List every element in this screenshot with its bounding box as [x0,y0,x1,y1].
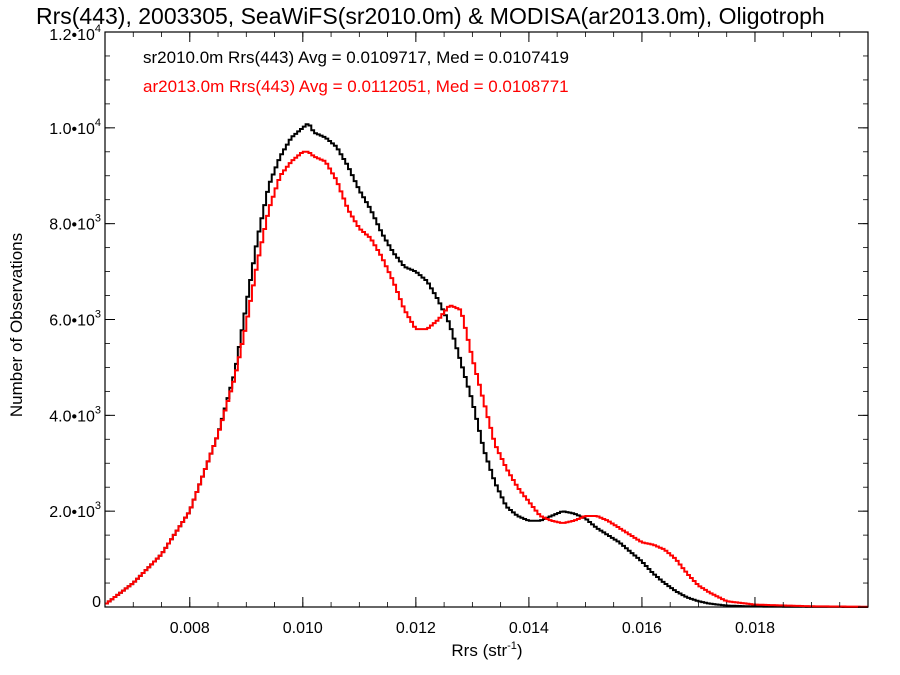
x-tick-label: 0.018 [735,620,775,637]
x-tick-label: 0.014 [509,620,549,637]
y-axis-label: Number of Observations [7,233,26,417]
x-tick-label: 0.008 [170,620,210,637]
x-axis: 0.008 0.010 0.012 0.014 0.016 0.018 [104,32,869,637]
x-tick-label: 0.010 [283,620,323,637]
series-ar2013-0m-line [105,150,868,608]
y-tick-label: 0 [92,594,101,611]
y-axis: 0 2.0•103 4.0•103 6.0•103 8.0•103 1.0•104 1.2•… [49,23,868,611]
x-tick-label: 0.012 [396,620,436,637]
x-tick-label: 0.016 [622,620,662,637]
y-tick-label: 1.0•104 [49,117,101,138]
x-axis-label: Rrs (str-1) [451,640,522,660]
y-tick-label: 8.0•103 [49,213,101,234]
y-tick-label: 2.0•103 [49,500,101,521]
y-tick-label: 1.2•104 [49,23,101,44]
plot-area [104,31,869,608]
legend-entry-ar2013: ar2013.0m Rrs(443) Avg = 0.0112051, Med … [143,77,569,96]
chart-title: Rrs(443), 2003305, SeaWiFS(sr2010.0m) & … [36,3,825,29]
series-layer [105,123,868,608]
plot-frame-border [104,31,869,608]
series-sr2010-0m-line [105,123,868,608]
y-tick-label: 4.0•103 [49,404,101,425]
legend-entry-sr2010: sr2010.0m Rrs(443) Avg = 0.0109717, Med … [143,48,569,67]
y-tick-label: 6.0•103 [49,309,101,330]
